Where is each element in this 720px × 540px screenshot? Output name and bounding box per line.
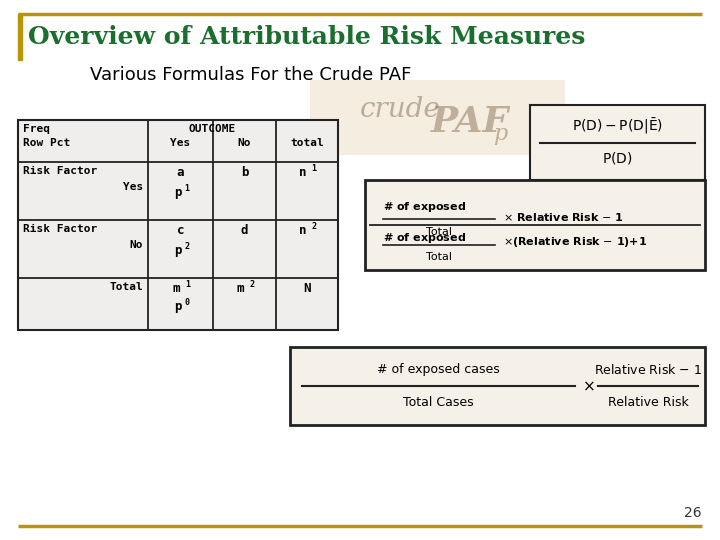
Text: n: n bbox=[300, 224, 307, 237]
Text: Yes: Yes bbox=[122, 182, 143, 192]
Text: $\times$(Relative Risk $-$ 1)+1: $\times$(Relative Risk $-$ 1)+1 bbox=[503, 235, 647, 249]
Text: $\times$: $\times$ bbox=[582, 379, 594, 394]
Text: a: a bbox=[176, 166, 184, 179]
Text: Total Cases: Total Cases bbox=[402, 395, 473, 408]
Text: # of exposed cases: # of exposed cases bbox=[377, 363, 500, 376]
Text: Overview of Attributable Risk Measures: Overview of Attributable Risk Measures bbox=[28, 25, 585, 49]
Text: No: No bbox=[238, 138, 251, 148]
Text: n: n bbox=[300, 166, 307, 179]
Bar bbox=[290, 347, 705, 425]
Text: 2: 2 bbox=[184, 242, 189, 251]
Text: c: c bbox=[176, 224, 184, 237]
Bar bbox=[18, 14, 22, 60]
Text: 0: 0 bbox=[184, 298, 189, 307]
Text: Total: Total bbox=[426, 252, 452, 262]
Bar bbox=[310, 80, 565, 155]
Text: Total: Total bbox=[426, 227, 452, 237]
Text: m: m bbox=[237, 282, 244, 295]
Text: Total: Total bbox=[109, 282, 143, 292]
Text: 26: 26 bbox=[685, 506, 702, 520]
Text: $\mathbf{\#}$ of exposed: $\mathbf{\#}$ of exposed bbox=[383, 231, 466, 245]
Text: Various Formulas For the Crude PAF: Various Formulas For the Crude PAF bbox=[90, 66, 411, 84]
Text: d: d bbox=[240, 224, 248, 237]
Text: OUTCOME: OUTCOME bbox=[189, 124, 235, 134]
Text: $\times$ Relative Risk $-$ 1: $\times$ Relative Risk $-$ 1 bbox=[503, 211, 624, 223]
Text: 2: 2 bbox=[250, 280, 254, 289]
Text: Risk Factor: Risk Factor bbox=[23, 166, 97, 176]
Text: Risk Factor: Risk Factor bbox=[23, 224, 97, 234]
Text: p: p bbox=[174, 186, 181, 199]
Text: m: m bbox=[173, 282, 180, 295]
Text: Yes: Yes bbox=[171, 138, 191, 148]
Text: No: No bbox=[130, 240, 143, 250]
Text: Relative Risk: Relative Risk bbox=[608, 395, 688, 408]
Text: p: p bbox=[493, 123, 507, 145]
Text: 1: 1 bbox=[184, 184, 189, 193]
Text: PAF: PAF bbox=[431, 105, 509, 139]
Text: $\mathrm{P(D)}$: $\mathrm{P(D)}$ bbox=[602, 151, 633, 166]
Bar bbox=[18, 120, 338, 330]
Text: 1: 1 bbox=[186, 280, 191, 289]
Bar bbox=[365, 180, 705, 270]
Text: total: total bbox=[290, 138, 324, 148]
Text: N: N bbox=[303, 282, 311, 295]
Bar bbox=[530, 105, 705, 180]
Text: $\mathrm{P(D)-P(D|\bar{E})}$: $\mathrm{P(D)-P(D|\bar{E})}$ bbox=[572, 117, 663, 137]
Text: Freq: Freq bbox=[23, 124, 50, 134]
Text: p: p bbox=[174, 300, 181, 313]
Text: Relative Risk $-$ 1: Relative Risk $-$ 1 bbox=[594, 363, 702, 377]
Text: crude: crude bbox=[359, 96, 441, 123]
Text: 2: 2 bbox=[311, 222, 316, 231]
Text: Row Pct: Row Pct bbox=[23, 138, 71, 148]
Text: $\mathbf{\#}$ of exposed: $\mathbf{\#}$ of exposed bbox=[383, 200, 466, 214]
Text: p: p bbox=[174, 244, 181, 257]
Text: 1: 1 bbox=[311, 164, 316, 173]
Text: b: b bbox=[240, 166, 248, 179]
